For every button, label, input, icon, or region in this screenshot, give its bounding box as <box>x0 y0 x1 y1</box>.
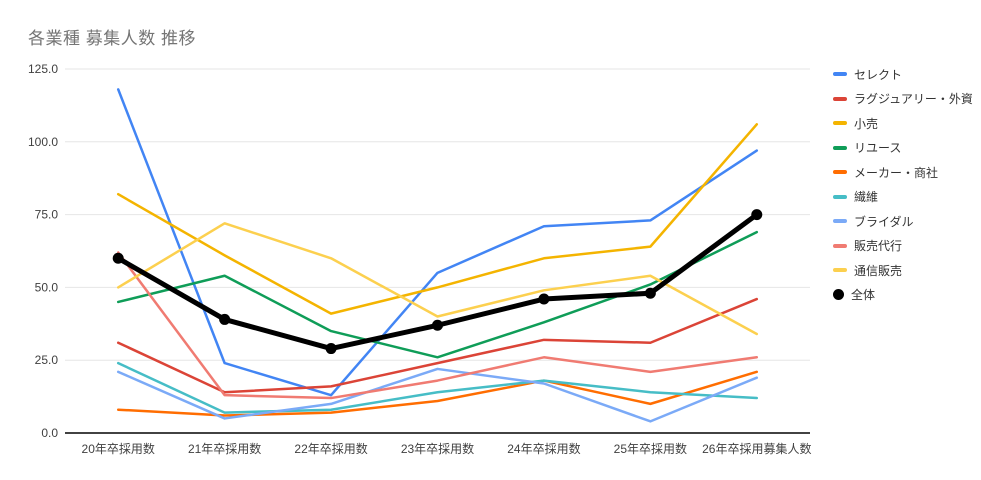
series-point-marker <box>325 343 337 355</box>
series-point-marker <box>219 313 231 325</box>
legend-label: メーカー・商社 <box>854 165 939 180</box>
legend-label: リユース <box>854 141 902 156</box>
chart-legend: セレクトラグジュアリー・外資 小売リユースメーカー・商社 繊維ブライダル販売代行通信… <box>833 62 973 307</box>
legend-item: 販売代行 <box>833 234 973 259</box>
series-line <box>116 297 759 394</box>
legend-item: メーカー・商社 <box>833 160 973 185</box>
x-axis-category-label: 24年卒採用数 <box>507 441 580 456</box>
series-point-marker <box>112 252 124 264</box>
x-axis-category-label: 25年卒採用数 <box>614 441 687 456</box>
legend-line-swatch <box>833 72 847 77</box>
x-axis-category-label: 26年卒採用募集人数 <box>702 441 811 456</box>
legend-line-swatch <box>833 145 847 150</box>
legend-item: 繊維 <box>833 185 973 210</box>
series-line <box>116 370 759 417</box>
series-line <box>116 367 759 423</box>
legend-item: ラグジュアリー・外資 <box>833 87 973 112</box>
chart-title: 各業種 募集人数 推移 <box>28 29 196 48</box>
legend-item: ブライダル <box>833 209 973 234</box>
series-line <box>116 222 759 336</box>
y-axis-tick-label: 0.0 <box>41 426 58 440</box>
x-axis-category-label: 22年卒採用数 <box>294 441 367 456</box>
legend-item: 通信販売 <box>833 258 973 283</box>
series-point-marker <box>644 287 656 299</box>
series-line <box>116 230 759 359</box>
x-axis-category-label: 23年卒採用数 <box>401 441 474 456</box>
legend-item: 小売 <box>833 111 973 136</box>
legend-dot-swatch <box>833 289 844 301</box>
legend-item: 全体 <box>833 283 973 308</box>
legend-label: 全体 <box>851 288 876 303</box>
series-line <box>116 123 759 315</box>
legend-line-swatch <box>833 268 847 273</box>
legend-label: ブライダル <box>854 214 914 229</box>
series-line <box>116 361 759 414</box>
legend-line-swatch <box>833 96 847 101</box>
x-axis-category-label: 21年卒採用数 <box>188 441 261 456</box>
legend-label: 通信販売 <box>854 263 903 278</box>
series-point-marker <box>538 293 550 305</box>
y-axis-tick-label: 25.0 <box>35 353 59 367</box>
legend-label: 販売代行 <box>854 239 903 254</box>
legend-label: セレクト <box>854 67 903 82</box>
legend-line-swatch <box>833 194 847 199</box>
legend-line-swatch <box>833 121 847 126</box>
legend-label: ラグジュアリー・外資 <box>854 92 973 107</box>
y-axis-tick-label: 125.0 <box>28 62 58 76</box>
legend-label: 繊維 <box>854 190 879 205</box>
legend-line-swatch <box>833 219 847 224</box>
legend-item: リユース <box>833 136 973 161</box>
y-axis-tick-label: 100.0 <box>28 135 58 149</box>
legend-item: セレクト <box>833 62 973 87</box>
series-point-marker <box>751 209 763 221</box>
legend-line-swatch <box>833 243 847 248</box>
series-line <box>116 251 759 400</box>
y-axis-tick-label: 75.0 <box>35 208 59 222</box>
legend-line-swatch <box>833 170 847 175</box>
series-line <box>116 88 759 397</box>
series-point-marker <box>432 319 443 331</box>
legend-label: 小売 <box>854 116 879 131</box>
y-axis-tick-label: 50.0 <box>35 280 59 294</box>
x-axis-category-label: 20年卒採用数 <box>82 441 155 456</box>
